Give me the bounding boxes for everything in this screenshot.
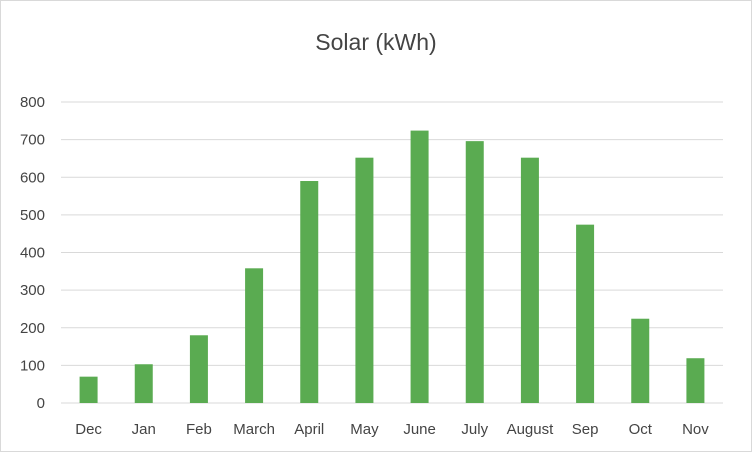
y-tick-label: 700 [20, 132, 45, 149]
bar-feb [189, 335, 208, 403]
bar-april [300, 181, 319, 403]
bar-july [465, 141, 484, 403]
bar-dec [79, 376, 98, 403]
bar-nov [686, 358, 705, 403]
y-axis-ticks: 0 100 200 300 400 500 600 700 800 [20, 94, 45, 412]
bar-may [355, 157, 374, 403]
y-tick-label: 600 [20, 169, 45, 186]
x-axis-ticks: Dec Jan Feb March April May June July August Sep O… [75, 421, 709, 438]
y-tick-label: 500 [20, 207, 45, 224]
x-tick-label: Sep [572, 421, 599, 438]
x-tick-label: April [294, 421, 324, 438]
x-tick-label: Jan [132, 421, 156, 438]
x-tick-label: July [461, 421, 488, 438]
y-tick-label: 400 [20, 245, 45, 262]
y-tick-label: 200 [20, 320, 45, 337]
x-tick-label: June [403, 421, 436, 438]
x-tick-label: Dec [75, 421, 102, 438]
y-tick-label: 300 [20, 282, 45, 299]
x-tick-label: Nov [682, 421, 709, 438]
bar-june [410, 130, 429, 403]
x-tick-label: May [350, 421, 379, 438]
y-tick-label: 0 [37, 395, 45, 412]
x-tick-label: Oct [629, 421, 653, 438]
gridlines [61, 101, 723, 404]
x-tick-label: August [507, 421, 555, 438]
bar-march [245, 268, 264, 403]
x-tick-label: March [233, 421, 275, 438]
bar-jan [134, 364, 153, 403]
bar-august [520, 157, 539, 403]
y-tick-label: 100 [20, 357, 45, 374]
bars [79, 130, 705, 403]
chart-title: Solar (kWh) [315, 29, 437, 55]
bar-sep [576, 224, 595, 403]
y-tick-label: 800 [20, 94, 45, 111]
bar-oct [631, 318, 650, 403]
x-tick-label: Feb [186, 421, 212, 438]
